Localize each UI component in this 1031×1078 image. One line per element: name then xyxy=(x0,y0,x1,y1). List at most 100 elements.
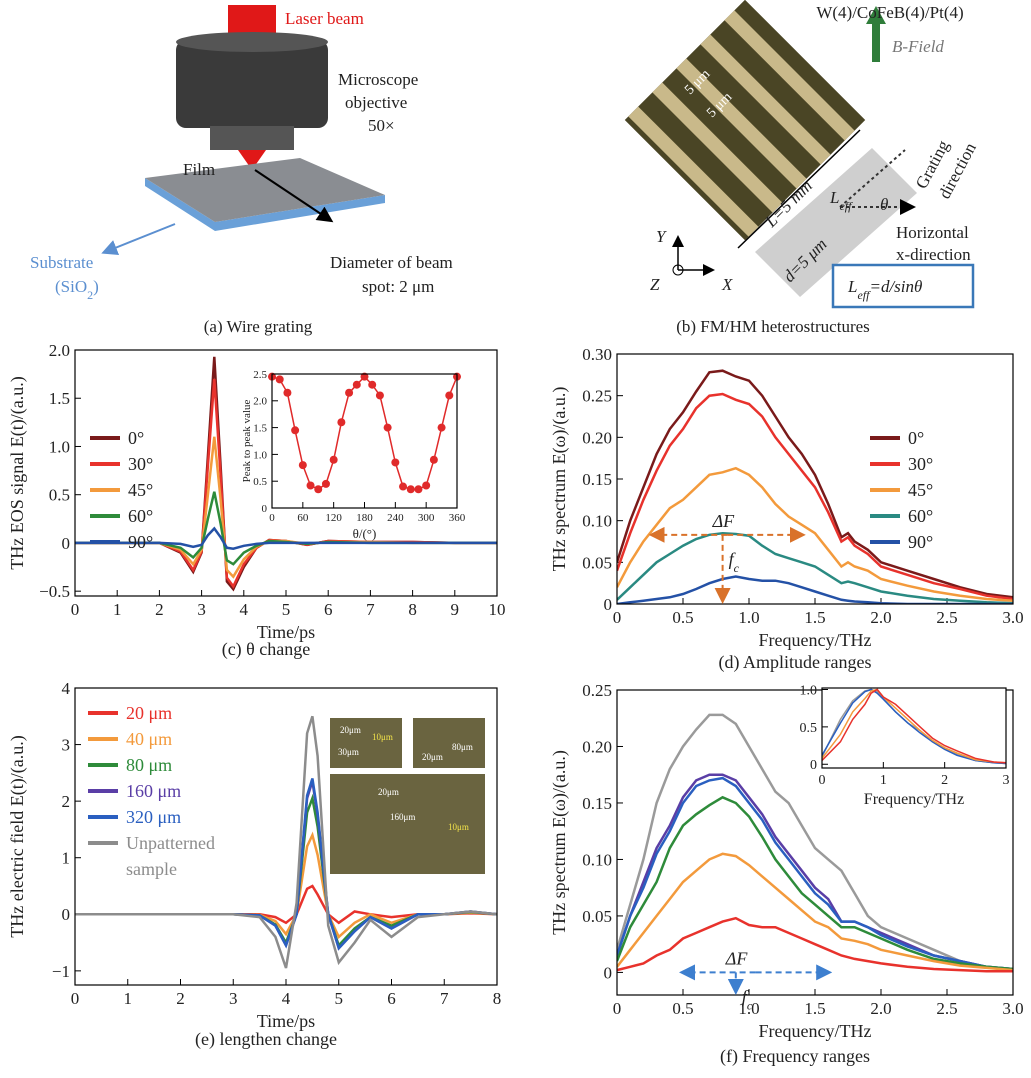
spot-arrow xyxy=(254,169,334,223)
photo xyxy=(330,774,485,874)
legend: 0° 30° 45° 60° 90° xyxy=(90,425,153,555)
x-tick-label: 10 xyxy=(489,600,506,619)
marker xyxy=(291,426,300,435)
label: Y xyxy=(656,227,667,246)
x-tick-label: 0 xyxy=(819,773,826,788)
x-tick-label: 8 xyxy=(408,600,417,619)
x-tick-label: 2 xyxy=(176,989,185,1008)
y-tick-label: 0.5 xyxy=(49,486,70,505)
x-tick-label: 2 xyxy=(941,773,948,788)
y-tick-label: 1 xyxy=(62,849,71,868)
legend-swatch xyxy=(88,789,118,793)
x-tick-label: 7 xyxy=(366,600,375,619)
line xyxy=(75,526,497,550)
photo-label: 160μm xyxy=(390,812,415,822)
y-tick-label: 0.20 xyxy=(582,428,612,447)
y-tick-label: 0.20 xyxy=(582,737,612,756)
x-tick-label: 2 xyxy=(155,600,164,619)
line xyxy=(617,773,1013,971)
annotation: fc xyxy=(742,986,753,1012)
y-tick-label: 0.05 xyxy=(582,907,612,926)
frame xyxy=(616,353,1014,605)
x-tick-label: 0 xyxy=(269,512,275,524)
marker xyxy=(345,388,354,397)
x-tick-label: 180 xyxy=(356,512,373,524)
label: Leff=d/sinθ xyxy=(847,277,922,302)
line xyxy=(822,688,1006,764)
photo xyxy=(330,718,402,768)
legend-item: 0° xyxy=(90,425,153,451)
legend-item: 0° xyxy=(870,425,933,451)
legend-label: 20 μm xyxy=(126,703,173,723)
line xyxy=(617,466,1013,602)
x-axis-label: Time/ps xyxy=(257,1011,315,1031)
marker xyxy=(429,455,438,464)
marker xyxy=(352,380,361,389)
legend-item: 80 μm xyxy=(88,752,288,778)
y-tick-label: −1 xyxy=(52,962,70,981)
marker xyxy=(422,481,431,490)
annotation-text: f xyxy=(742,986,750,1006)
strip xyxy=(755,148,917,297)
legend-item: 40 μm xyxy=(88,726,288,752)
y-axis-label: THz spectrum E(ω)/(a.u.) xyxy=(549,750,570,935)
marker xyxy=(391,458,400,467)
x-tick-label: 360 xyxy=(449,512,466,524)
legend-item: 90° xyxy=(870,529,933,555)
label: X xyxy=(721,275,733,294)
x-tick-label: 7 xyxy=(440,989,449,1008)
frame xyxy=(616,689,1014,996)
x-tick-label: 0.5 xyxy=(672,608,693,627)
x-tick-label: 4 xyxy=(282,989,291,1008)
photo-label: 20μm xyxy=(340,725,361,735)
label: Film xyxy=(183,160,215,179)
legend-item: 90° xyxy=(90,529,153,555)
line xyxy=(617,795,1013,971)
legend-swatch xyxy=(90,462,120,466)
plot xyxy=(75,715,497,969)
y-tick-label: 3 xyxy=(62,736,71,755)
legend: 20 μm 40 μm 80 μm 160 μm 320 μm Unpatterned s… xyxy=(88,700,288,882)
legend-item: 60° xyxy=(870,503,933,529)
line xyxy=(75,884,497,925)
label: Horizontal xyxy=(896,223,969,242)
legend: 0° 30° 45° 60° 90° xyxy=(870,425,933,555)
diagram-a: Laser beam Microscope objective 50× Film… xyxy=(30,5,453,336)
legend-swatch xyxy=(870,462,900,466)
y-tick-label: 0 xyxy=(810,758,817,773)
x-tick-label: 0 xyxy=(71,989,80,1008)
label: objective xyxy=(345,93,407,112)
y-tick-label: 0 xyxy=(262,503,268,515)
formula-box xyxy=(831,263,975,309)
x-tick-label: 2.0 xyxy=(870,608,891,627)
legend-label: 45° xyxy=(128,480,154,500)
line xyxy=(617,713,1013,971)
legend-swatch xyxy=(870,514,900,518)
y-tick-label: 0 xyxy=(604,963,613,982)
x-tick-label: 5 xyxy=(282,600,291,619)
legend-item: 320 μm xyxy=(88,804,288,830)
line xyxy=(822,688,1006,765)
legend-swatch xyxy=(870,540,900,544)
line xyxy=(617,531,1013,604)
label: spot: 2 μm xyxy=(362,277,434,296)
caption: (a) Wire grating xyxy=(204,317,313,336)
y-tick-label: 4 xyxy=(62,679,71,698)
frame xyxy=(74,349,498,597)
objective xyxy=(176,40,328,128)
legend-label: 90° xyxy=(908,532,934,552)
legend-item: 60° xyxy=(90,503,153,529)
frame xyxy=(74,687,498,986)
y-tick-label: 0.5 xyxy=(800,721,818,736)
annotation: ΔF xyxy=(725,948,749,968)
photo-label: 10μm xyxy=(448,822,469,832)
legend-item: 20 μm xyxy=(88,700,288,726)
label: θ xyxy=(880,195,888,214)
y-tick-label: 0.10 xyxy=(582,512,612,531)
marker xyxy=(437,423,446,432)
x-tick-label: 0 xyxy=(613,999,622,1018)
y-axis-label: THz spectrum E(ω)/(a.u.) xyxy=(549,387,570,572)
diagram-b: W(4)/CoFeB(4)/Pt(4) B-Field 5 μm 5 μm L=… xyxy=(624,0,980,336)
marker xyxy=(368,380,377,389)
